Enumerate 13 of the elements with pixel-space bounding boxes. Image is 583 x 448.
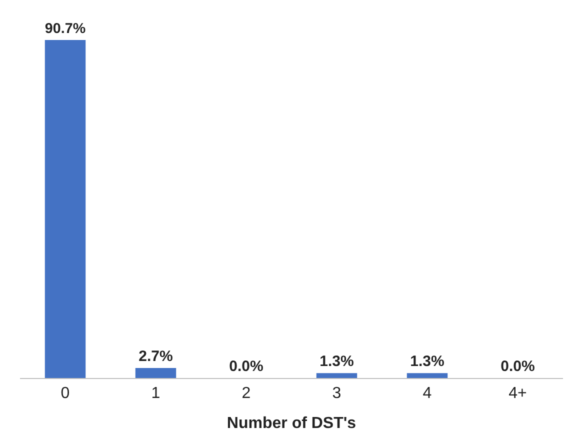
x-axis-title: Number of DST's [226,414,356,432]
x-tick-label: 0 [60,385,70,402]
data-label: 90.7% [44,21,86,38]
data-label: 1.3% [410,353,444,370]
data-label: 0.0% [229,358,264,375]
data-label: 0.0% [500,358,535,375]
x-tick-label: 2 [242,385,251,402]
x-tick-label: 3 [332,385,342,402]
x-tick-label: 1 [151,385,160,402]
x-tick-label: 4+ [508,385,527,402]
x-tick-label: 4 [422,385,432,402]
data-label: 1.3% [320,353,354,370]
data-label: 2.7% [138,348,173,365]
